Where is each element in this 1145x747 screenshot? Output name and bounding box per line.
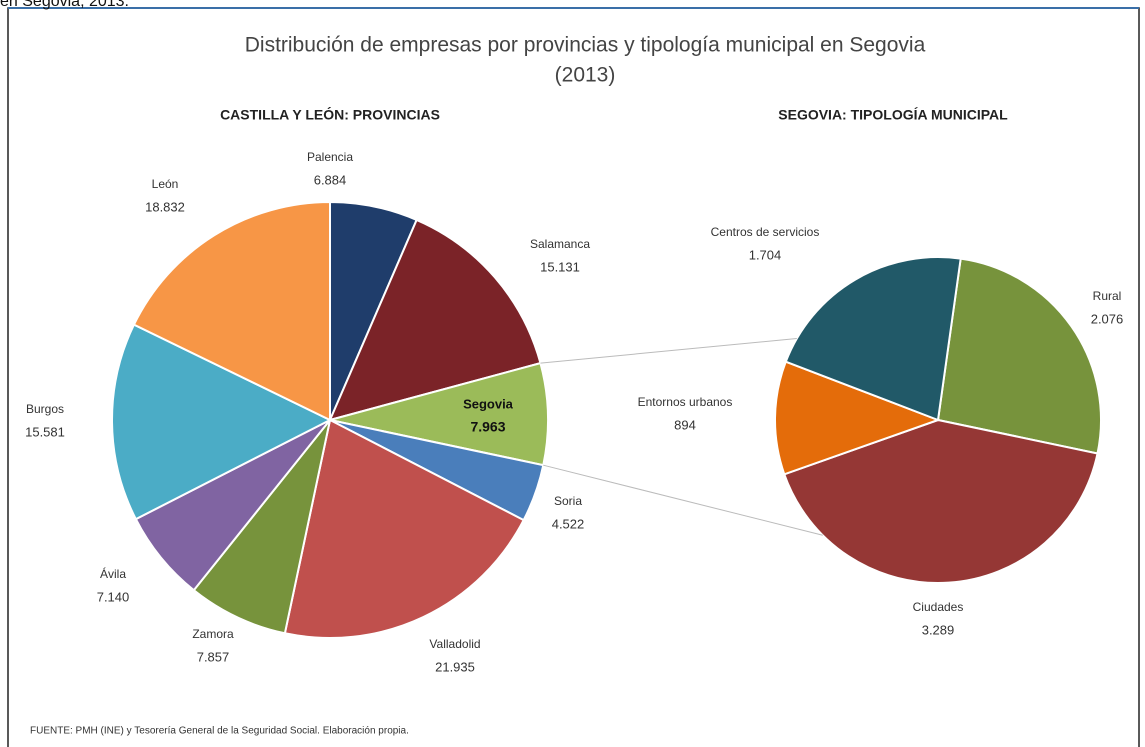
pie-slice (192, 419, 331, 635)
category-label: Centros de servicios (711, 225, 820, 239)
caption: en Segovia, 2013. (0, 0, 129, 10)
pie-slice (283, 418, 525, 639)
value-label: 7.963 (470, 419, 505, 435)
value-label: 15.131 (540, 259, 580, 274)
pie-slice (784, 256, 962, 422)
category-label: Ciudades (913, 600, 964, 614)
pie-slice (783, 418, 1099, 584)
value-label: 2.076 (1091, 311, 1124, 326)
value-label: 3.289 (922, 622, 955, 637)
pie-slice (328, 218, 542, 422)
value-label: 7.140 (97, 589, 130, 604)
source: FUENTE: PMH (INE) y Tesorería General de… (30, 726, 409, 737)
value-label: 18.832 (145, 199, 185, 214)
chart-title: (2013) (555, 64, 616, 87)
category-label: Soria (554, 494, 582, 508)
pie-title: SEGOVIA: TIPOLOGÍA MUNICIPAL (778, 107, 1008, 123)
category-label: Burgos (26, 402, 64, 416)
category-label: Zamora (192, 627, 234, 641)
category-label: Entornos urbanos (638, 395, 733, 409)
value-label: 4.522 (552, 516, 585, 531)
chart-title: Distribución de empresas por provincias … (245, 34, 926, 57)
category-label: Palencia (307, 150, 353, 164)
connector (543, 464, 823, 536)
pie-slice (111, 323, 333, 521)
category-label: Salamanca (530, 237, 590, 251)
category-label: Segovia (463, 396, 514, 411)
value-label: 6.884 (314, 172, 347, 187)
value-label: 21.935 (435, 659, 475, 674)
pie-title: CASTILLA Y LEÓN: PROVINCIAS (220, 106, 440, 123)
connector (540, 338, 797, 364)
pie-slice (936, 257, 1102, 455)
pie-slice (774, 360, 941, 476)
value-label: 15.581 (25, 424, 65, 439)
value-label: 1.704 (749, 247, 782, 262)
value-label: 7.857 (197, 649, 230, 664)
category-label: Rural (1093, 289, 1122, 303)
value-label: 894 (674, 417, 696, 432)
category-label: Ávila (100, 566, 126, 581)
pie-slice (132, 200, 331, 422)
category-label: Valladolid (429, 637, 480, 651)
category-label: León (152, 177, 179, 191)
pie-slice (329, 361, 549, 467)
